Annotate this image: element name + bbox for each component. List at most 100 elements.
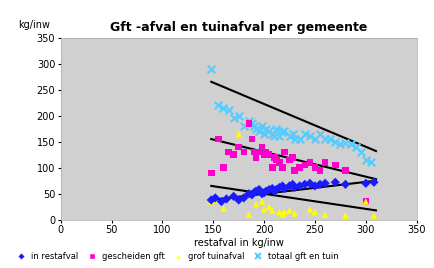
Point xyxy=(230,152,237,157)
Point xyxy=(261,207,268,211)
Point xyxy=(271,134,278,139)
Point xyxy=(316,132,323,136)
Point xyxy=(271,189,278,193)
Point xyxy=(306,160,313,165)
Point xyxy=(357,150,364,154)
Point xyxy=(347,142,354,146)
Point xyxy=(235,132,242,136)
Point xyxy=(261,132,268,136)
Point xyxy=(276,210,283,214)
Point xyxy=(263,126,270,131)
Point xyxy=(306,207,313,211)
Point xyxy=(245,192,252,196)
Point xyxy=(276,185,283,190)
Point xyxy=(208,67,215,71)
Point xyxy=(322,137,329,141)
Point xyxy=(253,189,260,193)
Point xyxy=(316,168,323,172)
Point xyxy=(279,130,286,135)
Point xyxy=(235,113,242,118)
Point xyxy=(279,166,286,170)
Point xyxy=(212,196,219,200)
Text: kg/inw: kg/inw xyxy=(18,20,50,30)
Point xyxy=(269,166,276,170)
Point xyxy=(291,211,298,216)
Point xyxy=(215,137,222,141)
Point xyxy=(263,189,270,193)
Point xyxy=(301,163,308,167)
Point xyxy=(276,134,283,139)
Point xyxy=(296,166,303,170)
Point xyxy=(256,150,263,154)
Point xyxy=(248,193,255,197)
Point xyxy=(266,204,273,209)
Point xyxy=(281,186,288,191)
Point xyxy=(296,184,303,188)
Point xyxy=(332,140,339,144)
Point xyxy=(301,132,308,136)
Point xyxy=(208,198,215,202)
Point xyxy=(256,187,263,192)
Point xyxy=(342,168,349,172)
Point xyxy=(273,126,280,131)
Point xyxy=(332,163,339,167)
Point xyxy=(218,199,225,204)
Point xyxy=(253,202,260,206)
Point xyxy=(240,150,247,154)
Point xyxy=(250,124,257,128)
Point xyxy=(259,192,266,196)
Point xyxy=(332,180,339,184)
Point xyxy=(362,158,369,162)
Point xyxy=(212,198,219,202)
Point xyxy=(248,121,255,126)
Point xyxy=(266,152,273,157)
Point xyxy=(362,199,369,204)
Point xyxy=(245,119,252,123)
Point xyxy=(301,182,308,187)
Point xyxy=(286,184,293,188)
Point xyxy=(245,213,252,217)
Point xyxy=(250,191,257,195)
Point xyxy=(220,166,227,170)
Point xyxy=(273,158,280,162)
Point xyxy=(230,194,237,199)
Point xyxy=(286,158,293,162)
Point xyxy=(271,155,278,159)
Point xyxy=(269,208,276,213)
Point xyxy=(235,145,242,149)
Title: Gft -afval en tuinafval per gemeente: Gft -afval en tuinafval per gemeente xyxy=(110,21,368,34)
Point xyxy=(230,116,237,120)
Point xyxy=(225,150,232,154)
Point xyxy=(322,213,329,217)
Point xyxy=(291,185,298,190)
Point xyxy=(240,196,247,200)
Point xyxy=(250,150,257,154)
Point xyxy=(259,124,266,128)
Legend: in restafval, gescheiden gft, grof tuinafval, totaal gft en tuin: in restafval, gescheiden gft, grof tuina… xyxy=(13,252,339,261)
Point xyxy=(261,152,268,157)
Point xyxy=(223,197,230,201)
Point xyxy=(279,213,286,217)
Point xyxy=(208,199,215,204)
Point xyxy=(240,124,247,128)
Point xyxy=(291,168,298,172)
Point xyxy=(220,206,227,210)
Point xyxy=(215,103,222,107)
Point xyxy=(371,180,378,184)
Point xyxy=(322,181,329,185)
Point xyxy=(289,155,296,159)
Point xyxy=(291,137,298,141)
Point xyxy=(371,213,378,218)
Point xyxy=(312,137,319,141)
Point xyxy=(342,182,349,187)
Point xyxy=(352,145,359,149)
Point xyxy=(235,198,242,202)
Point xyxy=(312,166,319,170)
Point xyxy=(322,160,329,165)
Point xyxy=(312,210,319,214)
Point xyxy=(248,137,255,141)
Point xyxy=(296,137,303,141)
Point xyxy=(289,182,296,187)
X-axis label: restafval in kg/inw: restafval in kg/inw xyxy=(194,238,284,248)
Point xyxy=(225,108,232,113)
